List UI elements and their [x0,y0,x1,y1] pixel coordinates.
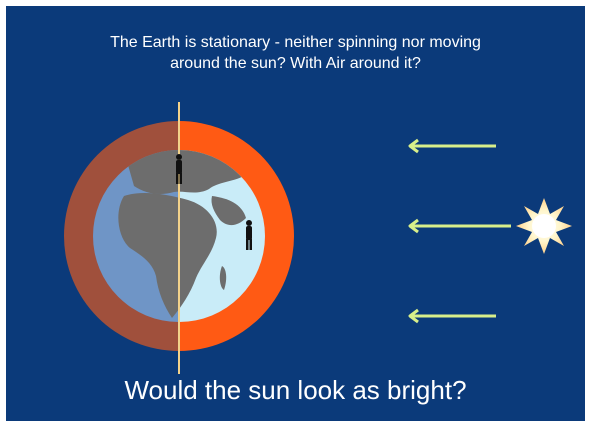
africa-landmass [118,193,217,318]
question-line-1: The Earth is stationary - neither spinni… [110,34,481,51]
earth-sun-diagram [64,102,572,374]
sunlight-arrow-bottom [408,308,496,324]
question-text: The Earth is stationary - neither spinni… [6,32,585,74]
continents [118,150,246,318]
person-icon [246,220,252,250]
europe-landmass [126,150,244,194]
question-line-2: around the sun? With Air around it? [170,55,421,72]
arabia-landmass [211,196,246,226]
sunlight-arrow-top [408,138,496,154]
madagascar-landmass [219,266,227,290]
person-icon [176,154,182,184]
sunlight-arrow-middle [408,218,511,234]
sun-icon [516,198,572,254]
earth-day-side [179,150,265,322]
bottom-question: Would the sun look as bright? [124,375,467,405]
slide: The Earth is stationary - neither spinni… [6,6,585,421]
